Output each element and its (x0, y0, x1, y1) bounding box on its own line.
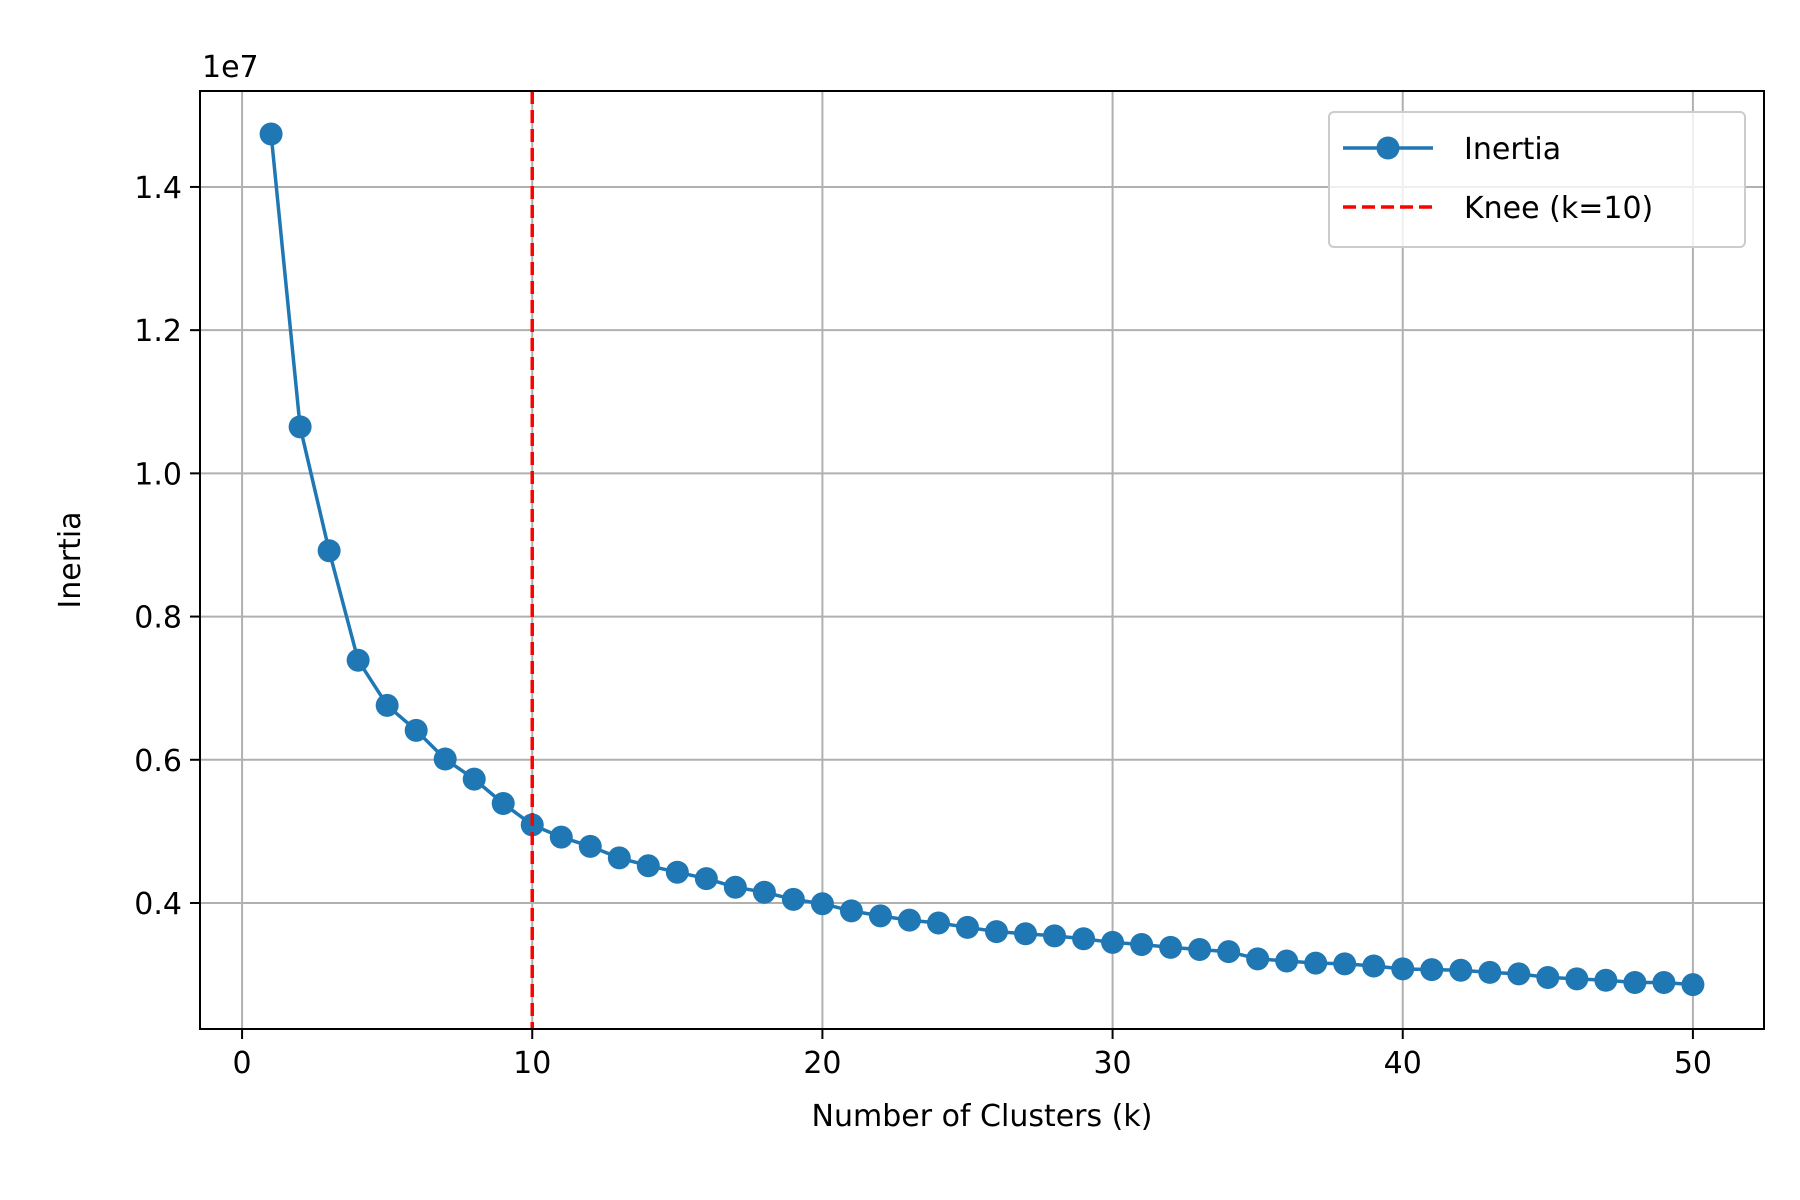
inertia-point (1681, 973, 1705, 997)
x-axis-label: Number of Clusters (k) (812, 1099, 1153, 1134)
legend-inertia-label: Inertia (1464, 132, 1561, 167)
inertia-point (549, 825, 573, 849)
y-tick-label: 1.0 (134, 457, 182, 492)
inertia-point (810, 892, 834, 916)
inertia-point (694, 867, 718, 891)
y-offset-label: 1e7 (202, 50, 259, 85)
inertia-point (1391, 957, 1415, 981)
x-tick-label: 30 (1093, 1046, 1131, 1081)
inertia-point (868, 904, 892, 928)
inertia-point (1652, 970, 1676, 994)
y-tick-label: 0.4 (134, 887, 182, 922)
inertia-point (1188, 938, 1212, 962)
inertia-point (1478, 960, 1502, 984)
legend-box (1328, 111, 1746, 248)
inertia-point (491, 791, 515, 815)
inertia-point (1246, 947, 1270, 971)
inertia-point (404, 718, 428, 742)
inertia-point (1275, 949, 1299, 973)
inertia-point (578, 834, 602, 858)
inertia-point (752, 880, 776, 904)
grid (200, 91, 1764, 1029)
inertia-point (1304, 951, 1328, 975)
x-tick-label: 20 (803, 1046, 841, 1081)
y-axis-label: Inertia (53, 511, 88, 608)
x-tick-label: 40 (1384, 1046, 1422, 1081)
legend-knee-label: Knee (k=10) (1464, 191, 1653, 226)
inertia-point (1101, 930, 1125, 954)
inertia-point (607, 846, 631, 870)
inertia-point (985, 920, 1009, 944)
inertia-point (1507, 962, 1531, 986)
y-axis-ticks: 0.4 0.6 0.8 1.0 1.2 1.4 (134, 171, 200, 922)
inertia-point (665, 860, 689, 884)
inertia-point (1043, 924, 1067, 948)
y-tick-label: 0.6 (134, 744, 182, 779)
inertia-point (1072, 927, 1096, 951)
inertia-point (1130, 933, 1154, 957)
inertia-point (462, 767, 486, 791)
inertia-point (1217, 940, 1241, 964)
y-tick-label: 1.2 (134, 314, 182, 349)
y-tick-label: 0.8 (134, 601, 182, 636)
inertia-point (1536, 965, 1560, 989)
inertia-point (839, 899, 863, 923)
inertia-point (636, 854, 660, 878)
inertia-point (1333, 952, 1357, 976)
inertia-point (375, 693, 399, 717)
x-tick-label: 10 (513, 1046, 551, 1081)
inertia-point (781, 887, 805, 911)
inertia-point (1362, 954, 1386, 978)
legend: Inertia Knee (k=10) (1328, 111, 1746, 248)
inertia-point (1420, 958, 1444, 982)
inertia-point (433, 747, 457, 771)
legend-inertia-marker (1376, 136, 1400, 160)
inertia-point (1594, 968, 1618, 992)
inertia-point (955, 915, 979, 939)
axes-frame (199, 90, 1765, 1030)
inertia-point (1014, 922, 1038, 946)
y-tick-label: 1.4 (134, 171, 182, 206)
x-tick-label: 0 (233, 1046, 252, 1081)
inertia-point (1449, 958, 1473, 982)
x-axis-ticks: 0 10 20 30 40 50 (233, 1029, 1712, 1081)
series-layer (259, 122, 1705, 997)
x-tick-label: 50 (1674, 1046, 1712, 1081)
inertia-point (723, 875, 747, 899)
inertia-point (288, 415, 312, 439)
inertia-point (1159, 935, 1183, 959)
inertia-point (897, 908, 921, 932)
inertia-point (926, 911, 950, 935)
inertia-point (1623, 970, 1647, 994)
inertia-point (317, 539, 341, 563)
inertia-point (1565, 967, 1589, 991)
inertia-point (259, 122, 283, 146)
inertia-point (346, 648, 370, 672)
